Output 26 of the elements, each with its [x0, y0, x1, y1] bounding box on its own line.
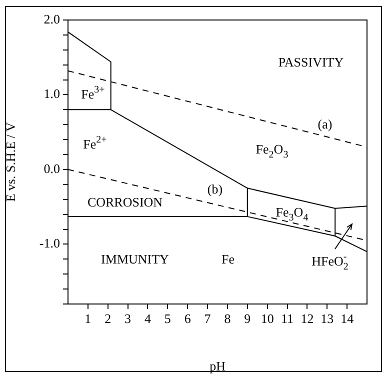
x-tick-label: 9: [244, 311, 251, 326]
x-tick-label: 7: [204, 311, 212, 326]
x-tick-label: 2: [104, 311, 112, 326]
y-axis-title: E vs. S.H.E / V: [3, 122, 18, 202]
annotation: Fe: [222, 251, 235, 266]
x-tick-label: 11: [281, 311, 294, 326]
annotation: CORROSION: [87, 194, 164, 210]
y-tick-label: 1.0: [44, 86, 60, 102]
y-tick-label: 0.0: [44, 160, 60, 176]
x-tick-label: 13: [320, 311, 334, 326]
x-tick-label: 5: [164, 311, 171, 326]
x-tick-label: 6: [184, 311, 192, 326]
x-tick-label: 12: [300, 311, 314, 326]
x-tick-label: 4: [144, 311, 152, 326]
annotation: PASSIVITY: [278, 54, 344, 70]
annotation: IMMUNITY: [101, 251, 170, 266]
x-tick-label: 10: [260, 311, 274, 326]
annotation: (a): [318, 116, 332, 132]
x-axis-title: pH: [210, 358, 226, 374]
x-tick-label: 1: [84, 311, 92, 326]
y-tick-label: 2.0: [44, 11, 60, 26]
x-tick-label: 14: [340, 311, 354, 326]
annotation: (b): [207, 181, 223, 196]
x-tick-label: 8: [224, 311, 231, 326]
y-tick-label: -1.0: [39, 236, 60, 251]
x-tick-label: 3: [124, 311, 132, 326]
